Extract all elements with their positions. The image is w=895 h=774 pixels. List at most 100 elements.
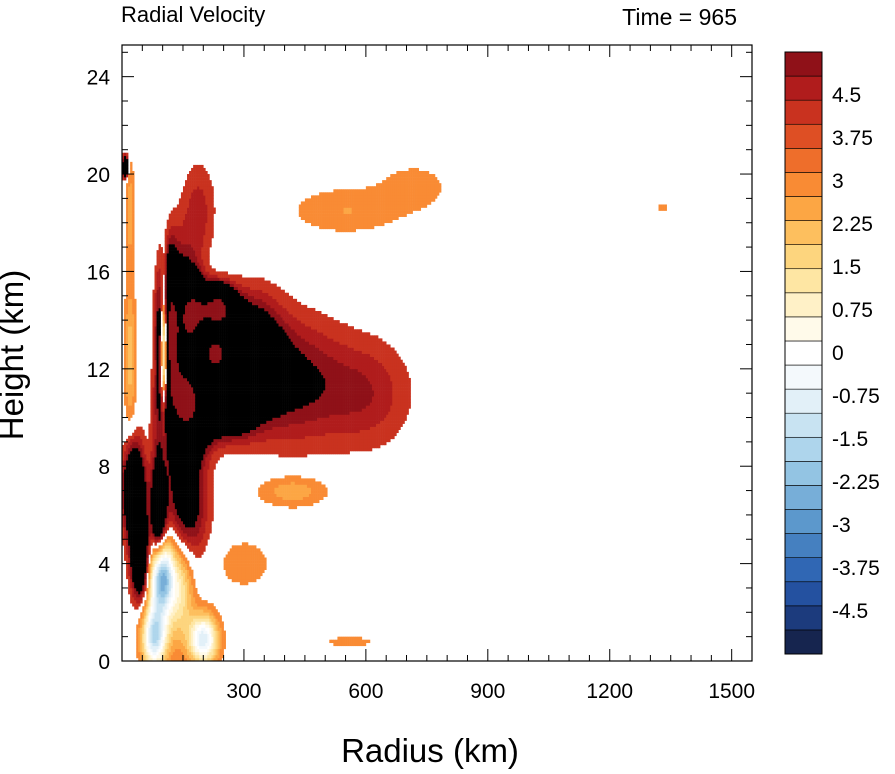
field-cell	[128, 359, 131, 364]
field-cell	[174, 311, 178, 315]
field-cell	[172, 426, 176, 430]
field-cell	[174, 432, 178, 437]
field-cell	[170, 356, 174, 360]
field-cell	[172, 231, 176, 236]
field-cell	[154, 411, 157, 415]
field-cell	[130, 387, 133, 391]
field-cell	[166, 289, 170, 294]
field-cell	[187, 639, 190, 644]
field-cell	[193, 180, 196, 184]
field-cell	[132, 186, 135, 190]
field-cell	[170, 524, 174, 528]
field-cell	[148, 648, 151, 653]
field-cell	[128, 332, 131, 336]
field-cell	[197, 454, 200, 458]
field-cell	[199, 350, 202, 354]
field-cell	[158, 396, 161, 400]
field-cell	[203, 475, 206, 479]
field-cell	[168, 311, 172, 315]
field-cell	[187, 320, 190, 324]
field-cell	[182, 332, 186, 336]
field-cell	[189, 618, 192, 622]
field-cell	[197, 259, 200, 263]
field-cell	[146, 615, 149, 619]
field-cell	[164, 472, 168, 476]
field-cell	[193, 551, 196, 555]
field-cell	[185, 615, 188, 619]
field-cell	[193, 259, 196, 263]
field-cell	[166, 438, 170, 443]
field-cell	[124, 356, 127, 360]
field-cell	[193, 539, 196, 543]
field-cell	[187, 469, 190, 473]
field-cell	[126, 490, 129, 494]
field-cell	[180, 365, 184, 370]
field-cell	[191, 654, 194, 659]
field-cell	[152, 326, 155, 330]
field-cell	[193, 301, 196, 306]
field-cell	[142, 551, 145, 555]
field-cell	[124, 511, 127, 516]
field-cell	[197, 408, 200, 412]
field-cell	[136, 587, 139, 592]
field-cell	[170, 624, 174, 628]
field-cell	[197, 295, 200, 300]
field-cell	[132, 527, 135, 531]
field-cell	[197, 490, 200, 494]
field-cell	[140, 511, 143, 516]
field-cell	[193, 484, 196, 488]
field-cell	[150, 417, 153, 421]
field-cell	[124, 335, 127, 339]
field-cell	[182, 487, 186, 491]
field-cell	[174, 237, 178, 242]
field-cell	[152, 466, 155, 470]
field-cell	[152, 332, 155, 336]
field-cell	[134, 472, 137, 476]
field-cell	[146, 603, 149, 607]
field-cell	[176, 496, 180, 500]
field-cell	[180, 219, 184, 224]
field-cell	[195, 314, 198, 318]
field-cell	[185, 536, 188, 540]
field-cell	[182, 344, 186, 348]
field-cell	[122, 174, 125, 178]
field-cell	[162, 454, 165, 458]
field-cell	[154, 600, 157, 604]
field-cell	[156, 298, 159, 303]
field-cell	[146, 514, 149, 519]
field-cell	[180, 326, 184, 330]
field-cell	[156, 323, 159, 327]
field-cell	[150, 594, 153, 598]
field-cell	[132, 241, 135, 245]
field-cell	[144, 514, 147, 519]
field-cell	[142, 524, 145, 528]
field-cell	[150, 368, 153, 373]
field-cell	[130, 584, 133, 589]
field-cell	[191, 524, 194, 528]
field-cell	[156, 374, 159, 379]
field-cell	[180, 387, 184, 391]
field-cell	[170, 420, 174, 424]
field-cell	[136, 533, 139, 537]
field-cell	[122, 469, 125, 473]
field-cell	[178, 320, 182, 324]
field-cell	[189, 402, 192, 406]
field-cell	[172, 368, 176, 373]
field-cell	[174, 265, 178, 269]
field-cell	[168, 335, 172, 339]
field-cell	[164, 572, 168, 577]
field-cell	[193, 289, 196, 294]
field-cell	[166, 569, 170, 574]
field-cell	[130, 292, 133, 297]
field-cell	[168, 256, 172, 260]
field-cell	[187, 517, 190, 522]
field-cell	[193, 469, 196, 473]
field-cell	[182, 636, 186, 640]
field-cell	[180, 642, 184, 647]
field-cell	[124, 368, 127, 373]
field-cell	[156, 451, 159, 455]
field-cell	[185, 402, 188, 406]
field-cell	[176, 469, 180, 473]
field-cell	[142, 533, 145, 537]
field-cell	[199, 362, 202, 367]
